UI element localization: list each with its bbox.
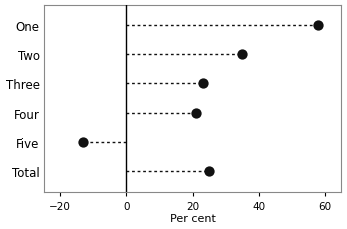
- Point: [206, 170, 212, 173]
- Point: [81, 140, 86, 144]
- Point: [200, 82, 205, 86]
- Point: [193, 111, 199, 115]
- Point: [239, 53, 245, 57]
- Point: [315, 24, 321, 28]
- X-axis label: Per cent: Per cent: [170, 213, 215, 224]
